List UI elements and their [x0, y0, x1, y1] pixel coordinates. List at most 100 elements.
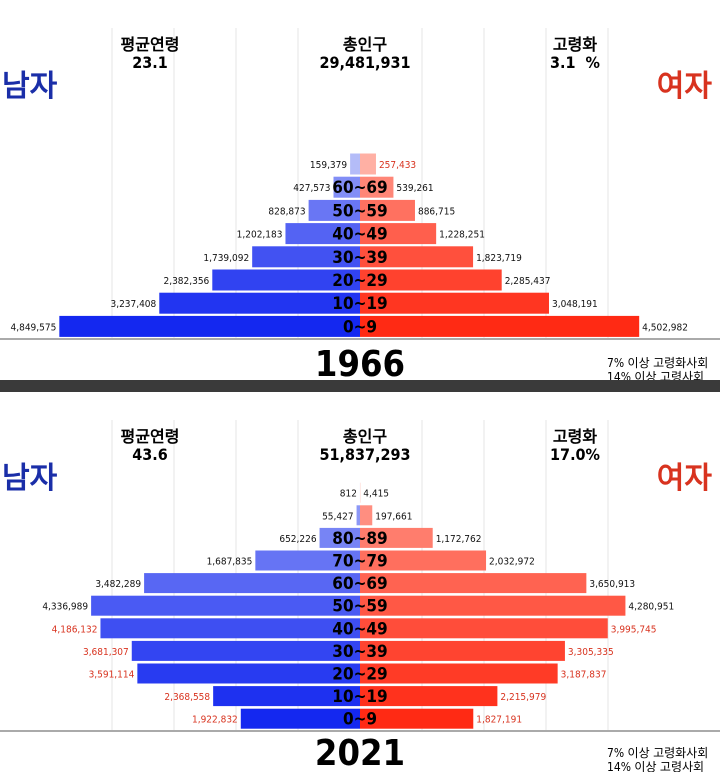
- female-bar: [360, 708, 474, 729]
- male-value-label: 3,681,307: [83, 647, 129, 658]
- female-value-label: 1,172,762: [436, 534, 482, 545]
- female-title: 여자: [656, 461, 712, 496]
- male-bar: [285, 223, 360, 245]
- female-value-label: 3,305,335: [568, 647, 614, 658]
- female-value-label: 2,032,972: [489, 557, 535, 568]
- male-bar: [212, 269, 360, 291]
- aging-rate-label: 고령화: [552, 427, 598, 446]
- female-value-label: 2,285,437: [505, 276, 551, 287]
- male-bar: [240, 708, 360, 729]
- age-group-label: 10~19: [332, 687, 387, 707]
- age-group-label: 60~69: [332, 574, 387, 594]
- female-bar: [360, 223, 437, 245]
- male-value-label: 3,591,114: [89, 670, 135, 681]
- pyramid-2021-panel: 812 4,415 55,427 197,661 652,226 1,172,762 80~…: [0, 392, 720, 772]
- total-population-value: 29,481,931: [319, 53, 411, 72]
- female-value-label: 3,995,745: [611, 624, 657, 635]
- female-bar: [360, 199, 415, 221]
- male-value-label: 4,186,132: [52, 624, 98, 635]
- age-group-label: 30~39: [332, 642, 387, 662]
- aging-rate-stat: 고령화 17.0%: [520, 428, 630, 464]
- male-value-label: 1,202,183: [237, 230, 283, 241]
- pyramid-1966-panel: 159,379 257,433 427,573 539,261 60~69 828,873…: [0, 0, 720, 380]
- female-value-label: 4,415: [363, 489, 389, 500]
- age-group-label: 80~89: [332, 529, 387, 549]
- female-value-label: 257,433: [379, 160, 416, 171]
- age-group-label: 50~59: [332, 201, 387, 221]
- female-value-label: 2,215,979: [500, 692, 546, 703]
- total-population-stat: 총인구 29,481,931: [290, 36, 440, 72]
- female-bar: [360, 269, 502, 291]
- male-bar: [131, 640, 360, 661]
- aging-rate-value: 17.0%: [550, 445, 600, 464]
- female-bar: [360, 618, 608, 639]
- male-value-label: 4,849,575: [11, 322, 57, 333]
- age-group-label: 60~69: [332, 178, 387, 198]
- male-value-label: 3,482,289: [95, 579, 141, 590]
- male-value-label: 1,922,832: [192, 715, 238, 726]
- year-label: 2021: [314, 733, 406, 772]
- year-label: 1966: [314, 344, 406, 381]
- age-group-label: 20~29: [332, 271, 387, 291]
- female-value-label: 539,261: [396, 183, 433, 194]
- male-bar: [308, 199, 360, 221]
- male-bar: [319, 527, 360, 548]
- male-bar: [59, 315, 360, 337]
- note-aged-society: 14% 이상 고령사회: [607, 370, 705, 380]
- avg-age-stat: 평균연령 43.6: [90, 428, 210, 464]
- age-group-label: 0~9: [343, 710, 377, 730]
- pyramid-2021-chart: 812 4,415 55,427 197,661 652,226 1,172,762 80~…: [0, 420, 720, 732]
- age-group-label: 40~49: [332, 225, 387, 245]
- aging-rate-value: 3.1 %: [550, 53, 600, 72]
- male-bar: [333, 176, 360, 198]
- male-value-label: 3,237,408: [110, 299, 156, 310]
- male-value-label: 2,368,558: [164, 692, 210, 703]
- male-value-label: 427,573: [293, 183, 330, 194]
- male-bar: [91, 595, 360, 616]
- avg-age-value: 23.1: [132, 53, 168, 72]
- total-population-stat: 총인구 51,837,293: [290, 428, 440, 464]
- age-group-label: 30~39: [332, 248, 387, 268]
- female-bar: [360, 176, 394, 198]
- female-value-label: 197,661: [375, 511, 412, 522]
- note-aging-society: 7% 이상 고령화사회: [607, 746, 709, 760]
- panel-divider: [0, 380, 720, 392]
- female-value-label: 1,827,191: [476, 715, 522, 726]
- age-group-label: 70~79: [332, 552, 387, 572]
- male-bar: [356, 505, 360, 526]
- female-bar: [360, 595, 626, 616]
- male-value-label: 1,687,835: [207, 557, 253, 568]
- age-group-label: 20~29: [332, 665, 387, 685]
- male-value-label: 652,226: [279, 534, 316, 545]
- female-value-label: 4,502,982: [642, 322, 688, 333]
- male-value-label: 4,336,989: [42, 602, 88, 613]
- female-bar: [360, 315, 640, 337]
- female-title: 여자: [656, 69, 712, 104]
- female-bar: [360, 550, 487, 571]
- male-bar: [255, 550, 360, 571]
- male-title: 남자: [2, 461, 58, 496]
- male-value-label: 812: [340, 489, 357, 500]
- avg-age-value: 43.6: [132, 445, 168, 464]
- aging-rate-label: 고령화: [552, 35, 598, 54]
- aging-rate-stat: 고령화 3.1 %: [520, 36, 630, 72]
- total-population-value: 51,837,293: [319, 445, 411, 464]
- female-bar: [360, 527, 433, 548]
- age-group-label: 50~59: [332, 597, 387, 617]
- age-group-label: 10~19: [332, 294, 387, 314]
- male-value-label: 828,873: [268, 206, 305, 217]
- male-title: 남자: [2, 69, 58, 104]
- female-value-label: 3,650,913: [589, 579, 635, 590]
- female-bar: [360, 153, 376, 175]
- avg-age-label: 평균연령: [120, 427, 180, 446]
- male-value-label: 55,427: [322, 511, 353, 522]
- total-population-label: 총인구: [342, 35, 388, 54]
- female-bar: [360, 573, 587, 594]
- male-bar: [252, 246, 360, 268]
- female-value-label: 886,715: [418, 206, 455, 217]
- age-group-label: 40~49: [332, 619, 387, 639]
- female-bar: [360, 640, 565, 661]
- pyramid-1966-chart: 159,379 257,433 427,573 539,261 60~69 828,873…: [0, 28, 720, 340]
- female-bar: [360, 686, 498, 707]
- avg-age-label: 평균연령: [120, 35, 180, 54]
